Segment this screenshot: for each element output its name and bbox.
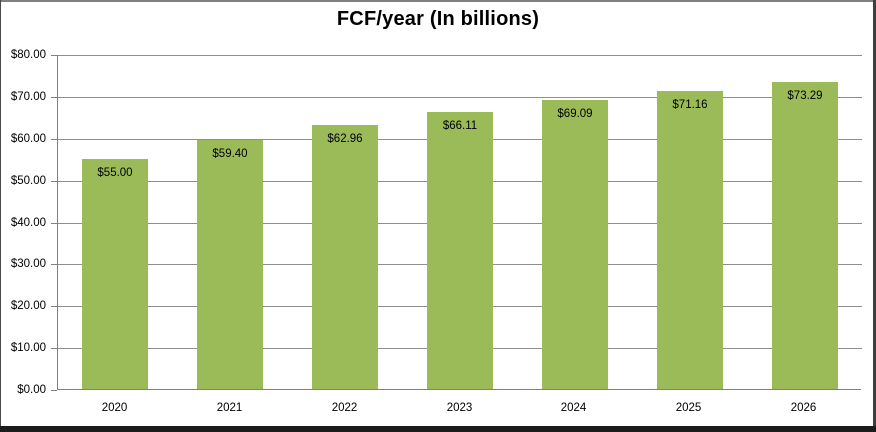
window-border-top [0,0,876,2]
y-axis-tick-label: $70.00 [10,91,46,103]
y-axis-tick-label: $80.00 [10,49,46,61]
y-axis-tick [51,139,57,140]
y-axis-tick [51,306,57,307]
bar-value-label: $59.40 [212,148,248,160]
x-axis-label: 2021 [216,402,243,414]
y-axis-tick [51,97,57,98]
chart-title[interactable]: FCF/year (In billions) [336,8,540,30]
bar-value-label: $73.29 [787,90,823,102]
y-axis-tick-label: $50.00 [10,175,46,187]
bar-2024[interactable]: $69.09 [542,100,608,389]
bar-value-label: $69.09 [557,108,593,120]
bar-2025[interactable]: $71.16 [657,91,723,389]
gridline [58,55,862,56]
window-border-right [873,0,876,432]
y-axis-tick-label: $60.00 [10,133,46,145]
y-axis-tick [51,390,57,391]
x-axis-label: 2022 [331,402,358,414]
bar-2026[interactable]: $73.29 [772,82,838,389]
y-axis-tick-label: $0.00 [17,384,46,396]
bar-2022[interactable]: $62.96 [312,125,378,389]
x-axis-label: 2025 [675,402,702,414]
window-border-bottom [0,426,876,432]
y-axis-tick-label: $10.00 [10,342,46,354]
y-axis-tick [51,55,57,56]
bar-value-label: $62.96 [327,133,363,145]
bar-value-label: $55.00 [97,167,133,179]
y-axis-tick [51,181,57,182]
y-axis-tick [51,348,57,349]
bar-2020[interactable]: $55.00 [82,159,148,389]
x-axis-label: 2023 [446,402,473,414]
bar-value-label: $71.16 [672,99,708,111]
bar-2021[interactable]: $59.40 [197,140,263,389]
y-axis-tick-label: $20.00 [10,300,46,312]
y-axis-tick [51,264,57,265]
gridline [58,97,862,98]
plot-area[interactable]: $55.00 $59.40 $62.96 $66.11 $69.09 $71.16 $73.… [57,55,862,390]
y-axis-tick [51,223,57,224]
bar-2023[interactable]: $66.11 [427,112,493,389]
window-border-left [0,0,1,432]
y-axis-tick-label: $30.00 [10,258,46,270]
x-axis-label: 2024 [560,402,587,414]
x-axis-label: 2026 [790,402,817,414]
x-axis-label: 2020 [101,402,128,414]
bar-value-label: $66.11 [442,120,478,132]
y-axis-tick-label: $40.00 [10,217,46,229]
